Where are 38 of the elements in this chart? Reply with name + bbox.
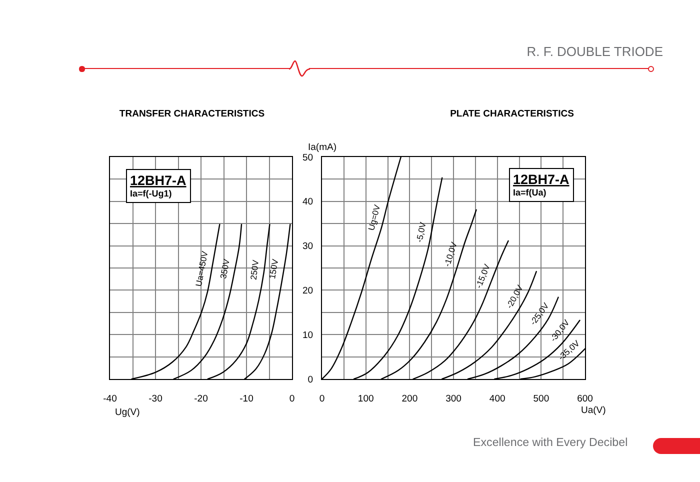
y-tick-label: 20 <box>302 286 314 297</box>
y-axis-title: Ia(mA) <box>308 142 336 153</box>
x-tick-label: 300 <box>446 393 462 404</box>
text: -5,0V <box>414 220 428 244</box>
x-tick-label: 200 <box>402 393 418 404</box>
x-axis-title: Ug(V) <box>115 407 140 418</box>
text: 250V <box>248 259 261 280</box>
text: -10,0V <box>442 240 460 268</box>
x-tick-label: 500 <box>533 393 550 404</box>
x-tick-label: 100 <box>358 393 374 404</box>
y-tick-label: 50 <box>302 152 314 164</box>
chart-title: TRANSFER CHARACTERISTICS <box>119 108 265 120</box>
annotation: 12BH7-A <box>130 173 187 188</box>
annotation: Ia=f(-Ug1) <box>130 188 172 199</box>
x-tick-label: -40 <box>103 393 117 404</box>
y-tick-label: 30 <box>302 241 314 252</box>
x-axis-title: Ua(V) <box>581 405 606 416</box>
annotation: 12BH7-A <box>513 172 570 187</box>
text: Ug=0V <box>366 203 382 232</box>
text: Excellence with Every Decibel <box>473 436 628 449</box>
text: R. F. DOUBLE TRIODE <box>526 44 663 59</box>
chart-title: PLATE CHARACTERISTICS <box>450 108 574 120</box>
x-tick-label: 0 <box>289 393 295 404</box>
x-tick-label: -10 <box>240 393 254 404</box>
x-tick-label: 600 <box>577 393 593 404</box>
y-tick-label: 40 <box>302 196 314 208</box>
y-tick-label: 0 <box>308 374 314 386</box>
x-tick-label: 400 <box>489 393 506 404</box>
text: -15,0V <box>473 262 492 290</box>
y-tick-label: 10 <box>302 330 314 341</box>
text: Ua=450V <box>193 250 210 288</box>
x-tick-label: -20 <box>194 393 208 404</box>
annotation: Ia=f(Ua) <box>513 188 546 198</box>
x-tick-label: -30 <box>148 393 162 404</box>
x-tick-label: 0 <box>319 393 325 404</box>
text: -20,0V <box>504 282 525 310</box>
text: 350V <box>218 258 232 280</box>
text: 150V <box>266 258 280 280</box>
